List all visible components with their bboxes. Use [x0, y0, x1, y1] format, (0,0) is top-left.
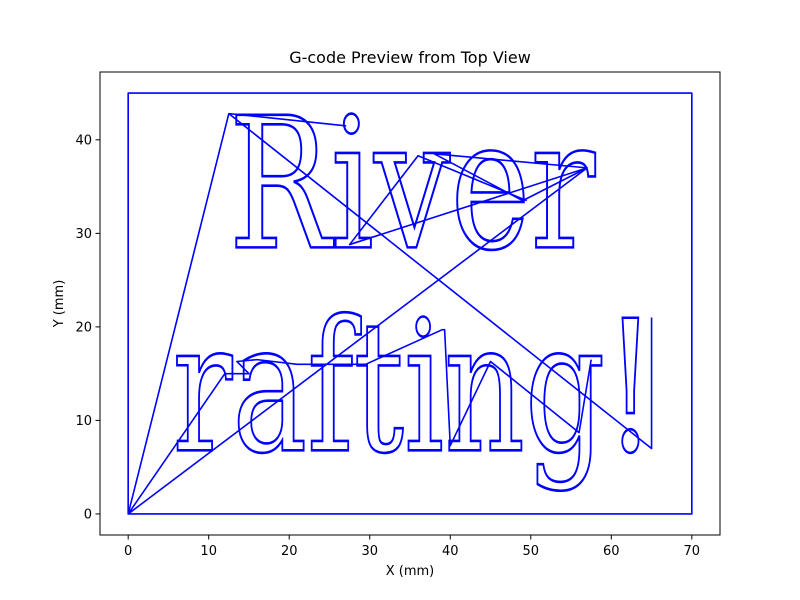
y-tick-label: 40	[75, 133, 92, 148]
y-tick-label: 0	[84, 507, 92, 522]
y-tick-label: 30	[75, 227, 92, 242]
toolpath-series-1	[127, 153, 588, 515]
x-tick-label: 20	[281, 544, 298, 559]
x-tick-label: 10	[200, 544, 217, 559]
x-tick-label: 70	[684, 544, 701, 559]
x-axis-label: X (mm)	[386, 564, 435, 579]
y-axis-ticks: 0 10 20 30 40	[75, 133, 100, 522]
x-tick-label: 40	[442, 544, 459, 559]
x-axis-ticks: 0 10 20 30 40 50 60 70	[124, 535, 700, 559]
y-axis-label: Y (mm)	[52, 280, 67, 329]
y-tick-label: 10	[75, 414, 92, 429]
toolpath-text-1: rafting!	[172, 281, 655, 493]
x-tick-label: 30	[361, 544, 378, 559]
y-tick-label: 20	[75, 320, 92, 335]
x-tick-label: 60	[603, 544, 620, 559]
toolpath-series-0	[127, 92, 693, 515]
x-tick-label: 0	[124, 544, 132, 559]
plot-frame	[99, 71, 721, 536]
x-tick-label: 50	[523, 544, 540, 559]
toolpath-series-2	[127, 328, 592, 515]
toolpath-text-0: River	[229, 78, 595, 290]
toolpath-lines	[127, 92, 693, 515]
chart-title: G-code Preview from Top View	[289, 48, 531, 67]
